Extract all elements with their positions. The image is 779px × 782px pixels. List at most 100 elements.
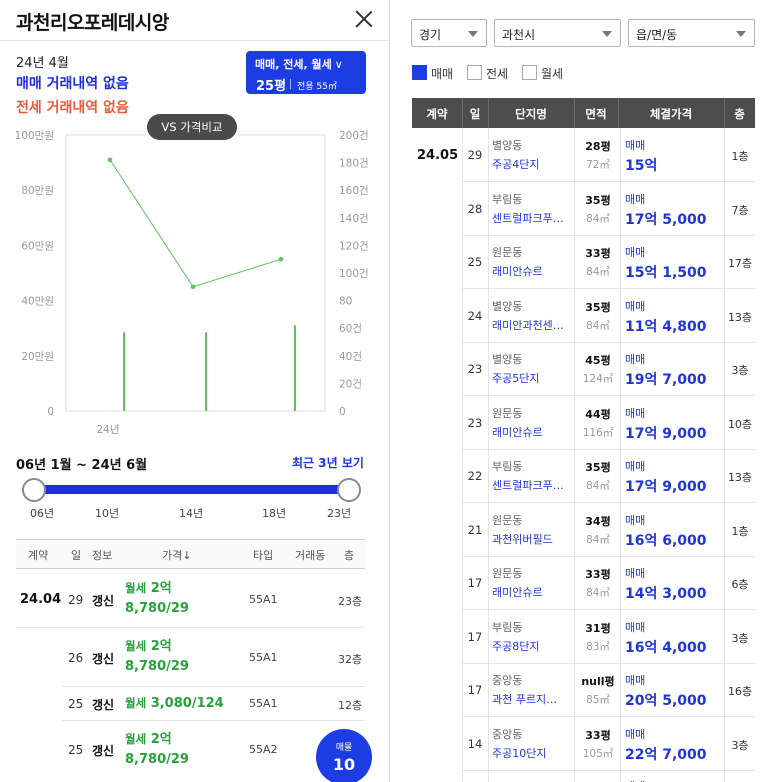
apartment-link[interactable]: 과천위버필드	[492, 533, 553, 546]
table-row[interactable]: 21 원문동 과천위버필드 34평 84㎡ 매매 16억 6,000 1층	[462, 503, 755, 557]
checkbox-sale[interactable]	[412, 65, 427, 80]
apartment-link[interactable]: 주공10단지	[492, 747, 547, 760]
apartment-link[interactable]: 래미안슈르	[492, 586, 543, 599]
complex-name[interactable]: 중앙동 과천 푸르지…	[492, 672, 574, 707]
col-floor: 층	[344, 549, 355, 562]
apartment-link[interactable]: 센트럴파크푸…	[492, 479, 564, 492]
deal-info: 갱신	[92, 652, 115, 666]
deal-day: 17	[467, 630, 483, 644]
deal-floor: 1층	[731, 525, 749, 538]
apartment-link[interactable]: 과천 푸르지…	[492, 693, 558, 706]
apartment-link[interactable]: 주공8단지	[492, 640, 540, 653]
dong-name: 원문동	[492, 567, 523, 580]
table-row[interactable]: 25 원문동 래미안슈르 33평 84㎡ 매매 15억 1,500 17층	[462, 235, 755, 289]
table-row[interactable]: 23 별양동 주공5단지 45평 124㎡ 매매 19억 7,000 3층	[462, 342, 755, 396]
page-title: 과천리오포레데시앙	[16, 12, 169, 34]
divider	[290, 79, 291, 89]
y-left-tick-label: 60만원	[21, 240, 54, 252]
slider-tick-label: 10년	[95, 507, 120, 520]
y-right-tick-label: 200건	[339, 130, 369, 142]
deal-kind: 매매	[625, 246, 646, 259]
apartment-link[interactable]: 주공4단지	[492, 158, 540, 171]
dong-name: 원문동	[492, 407, 523, 420]
table-row[interactable]: 25 갱신 월세 2억 8,780/29 55A2	[62, 721, 365, 782]
table-row[interactable]: 23 원문동 래미안슈르 44평 116㎡ 매매 17억 9,000 10층	[462, 396, 755, 450]
price-cell: 매매 16억 6,000	[625, 512, 729, 550]
complex-name[interactable]: 중앙동 주공10단지	[492, 726, 574, 761]
town-select[interactable]: 읍/면/동	[628, 19, 755, 47]
apartment-link[interactable]: 래미안과천센…	[492, 319, 564, 332]
no-sale-notice: 매매 거래내역 없음	[16, 76, 129, 92]
table-row[interactable]: 22 부림동 센트럴파크푸… 35평 84㎡ 매매 17억 9,000 13층	[462, 449, 755, 503]
table-row[interactable]: 28 부림동 센트럴파크푸… 35평 84㎡ 매매 17억 5,000 7층	[462, 182, 755, 236]
apartment-link[interactable]: 래미안슈르	[492, 265, 543, 278]
deal-floor: 6층	[731, 578, 749, 591]
table-row[interactable]: 17 부림동 주공8단지 31평 83㎡ 매매 16억 4,000 3층	[462, 610, 755, 664]
close-icon[interactable]	[352, 7, 376, 31]
deal-type-area-filter-button[interactable]: 매매, 전세, 월세 ∨ 25평 전용 55㎡	[246, 51, 366, 94]
contract-month: 24.04	[20, 592, 62, 607]
apartment-link[interactable]: 주공5단지	[492, 372, 540, 385]
deal-price: 월세 2억 8,780/29	[125, 581, 189, 616]
dong-name: 부림동	[492, 193, 523, 206]
checkbox-monthly[interactable]	[522, 65, 537, 80]
dong-name: 별양동	[492, 300, 523, 313]
checkbox-sale-label[interactable]: 매매	[431, 67, 454, 81]
col-day: 일	[71, 549, 82, 562]
listings-fab[interactable]: 매물 10	[316, 729, 372, 782]
apartment-link[interactable]: 래미안슈르	[492, 426, 543, 439]
complex-name[interactable]: 원문동 래미안슈르	[492, 244, 574, 279]
period-slider-track[interactable]	[34, 485, 349, 494]
deal-floor: 7층	[731, 204, 749, 217]
city-select[interactable]: 과천시	[494, 19, 621, 47]
recent-3y-link[interactable]: 최근 3년 보기	[292, 456, 364, 470]
checkbox-jeonse[interactable]	[467, 65, 482, 80]
area-pyeong: 28평	[585, 140, 611, 153]
deal-floor: 1층	[731, 150, 749, 163]
deal-day: 22	[467, 469, 483, 483]
col-type: 타입	[253, 549, 274, 562]
table-row[interactable]: 25 갱신 월세 3,080/124 55A1 12층	[62, 687, 365, 721]
checkbox-jeonse-label[interactable]: 전세	[486, 67, 509, 81]
complex-name[interactable]: 부림동 주공8단지	[492, 619, 574, 654]
table-row[interactable]: 24 별양동 래미안과천센… 35평 84㎡ 매매 11억 4,800 13층	[462, 289, 755, 343]
checkbox-monthly-label[interactable]: 월세	[541, 67, 564, 81]
table-row[interactable]: 17 원문동 래미안슈르 33평 84㎡ 매매 14억 3,000 6층	[462, 556, 755, 610]
complex-name[interactable]: 별양동 주공5단지	[492, 351, 574, 386]
area-cell: 34평 84㎡	[576, 513, 620, 547]
deal-day: 14	[467, 737, 483, 751]
province-select[interactable]: 경기	[411, 19, 487, 47]
deal-amount: 15억	[625, 158, 658, 174]
price-trend-chart: 100만원 80만원 60만원 40만원 20만원 0 200건 180건 160건 140건 12…	[15, 130, 369, 436]
deal-type: 55A1	[249, 697, 278, 710]
deal-amount: 20억 5,000	[625, 693, 707, 709]
period-slider-end-handle[interactable]	[337, 478, 361, 502]
chevron-down-icon	[736, 31, 746, 37]
deal-day: 29	[467, 148, 483, 162]
table-row[interactable]: 29 갱신 월세 2억 8,780/29 55A1 23층	[16, 569, 365, 628]
period-slider-start-handle[interactable]	[22, 478, 46, 502]
complex-name[interactable]: 원문동 과천위버필드	[492, 512, 574, 547]
selected-month: 24년 4월	[16, 56, 69, 71]
slider-tick-label: 14년	[179, 507, 204, 520]
price-cell: 매매 17억 5,000	[625, 191, 729, 229]
table-row[interactable]: 26 갱신 월세 2억 8,780/29 55A1 32층	[62, 628, 365, 687]
deal-type: 55A1	[249, 651, 278, 664]
table-row[interactable]: 29 별양동 주공4단지 28평 72㎡ 매매 15억 1층	[462, 128, 755, 182]
table-row[interactable]: 14 중앙동 주공10단지 33평 105㎡ 매매 22억 7,000 3층	[462, 717, 755, 771]
apartment-link[interactable]: 센트럴파크푸…	[492, 212, 564, 225]
table-row[interactable]: 매매	[462, 770, 755, 782]
complex-name[interactable]: 부림동 센트럴파크푸…	[492, 458, 574, 493]
col-price-sort[interactable]: 가격↓	[162, 549, 192, 562]
area-m2: 84㎡	[586, 587, 610, 599]
table-row[interactable]: 17 중앙동 과천 푸르지… null평 85㎡ 매매 20억 5,000 16층	[462, 663, 755, 717]
complex-name[interactable]: 별양동 주공4단지	[492, 137, 574, 172]
deal-floor: 17층	[727, 257, 753, 270]
vs-compare-button[interactable]: VS 가격비교	[147, 114, 237, 140]
grid-line	[488, 128, 489, 782]
deal-floor: 13층	[727, 471, 753, 484]
